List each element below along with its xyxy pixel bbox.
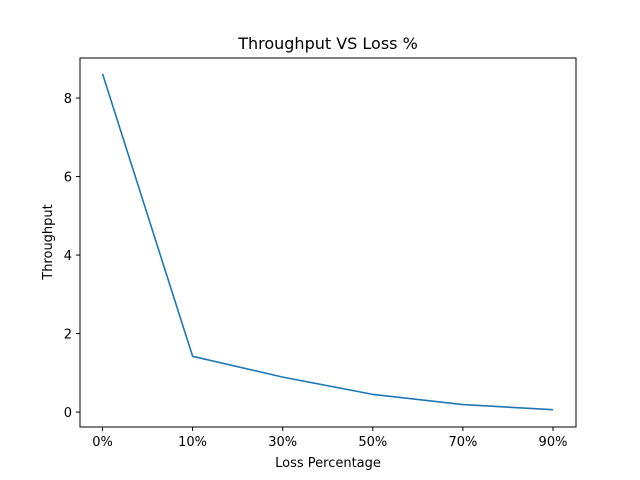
x-tick-label: 50%: [358, 435, 387, 450]
x-tick-label: 30%: [268, 435, 297, 450]
y-tick-label: 0: [64, 406, 72, 421]
x-tick-label: 0%: [92, 435, 113, 450]
series-line-0: [101, 73, 554, 411]
y-tick-label: 2: [64, 328, 72, 343]
x-tick-label: 10%: [178, 435, 207, 450]
x-axis-label: Loss Percentage: [275, 456, 381, 471]
y-tick-label: 4: [64, 249, 72, 264]
x-tick-label: 70%: [448, 435, 477, 450]
chart-title: Throughput VS Loss %: [237, 34, 418, 53]
y-tick-label: 8: [64, 92, 72, 107]
y-axis-label: Throughput: [41, 204, 56, 281]
plot-frame: [79, 57, 577, 428]
x-tick-label: 90%: [539, 435, 568, 450]
y-tick-label: 6: [64, 171, 72, 186]
plot-area: 0% 10% 30% 50% 70% 90% 0 2 4 6 8: [64, 73, 568, 450]
